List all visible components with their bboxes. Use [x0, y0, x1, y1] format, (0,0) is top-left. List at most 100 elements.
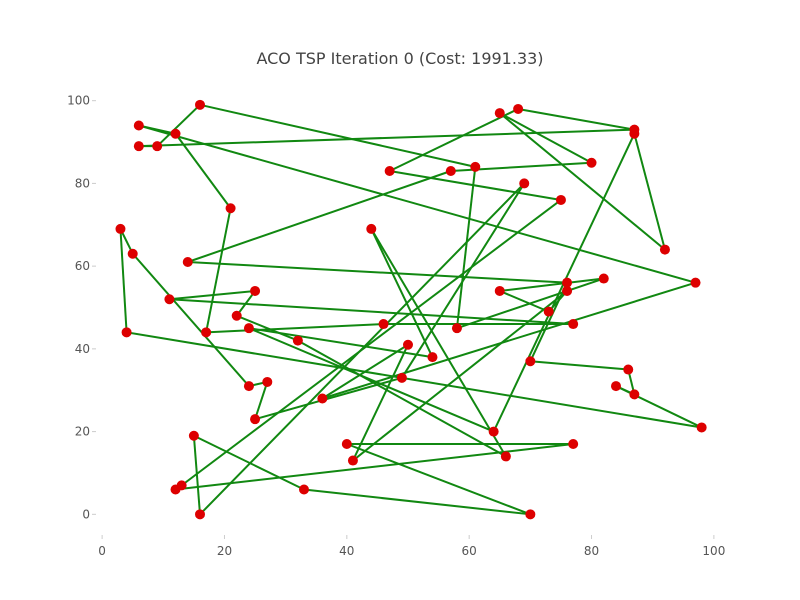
city-point-22 [696, 422, 707, 433]
y-tick-label-0: 0 [82, 507, 90, 521]
route-segment-22 [530, 360, 629, 371]
city-point-17 [659, 244, 670, 255]
city-point-35 [513, 103, 524, 114]
route-segment-2 [205, 208, 232, 333]
city-point-53 [121, 327, 132, 338]
city-point-46 [317, 393, 328, 404]
city-point-1 [225, 203, 236, 214]
city-point-23 [403, 339, 413, 350]
route-segment-46 [138, 128, 635, 148]
city-point-55 [127, 248, 138, 259]
city-point-36 [586, 157, 597, 168]
city-point-16 [170, 128, 181, 139]
city-point-2 [201, 327, 212, 338]
city-point-29 [262, 376, 273, 387]
city-point-42 [555, 194, 566, 205]
route-segment-20 [187, 261, 568, 284]
x-tick-label-5: 100 [702, 544, 725, 558]
city-point-51 [525, 509, 536, 520]
city-point-54 [115, 223, 126, 234]
route-segment-1 [174, 133, 232, 209]
city-point-15 [152, 141, 163, 152]
route-segment-8 [236, 314, 299, 342]
city-point-59 [690, 277, 701, 288]
route-segment-44 [389, 108, 519, 172]
city-point-44 [494, 285, 505, 296]
route-segment-52 [499, 277, 604, 292]
route-segment-58 [322, 281, 696, 400]
route-segment-11 [370, 228, 434, 358]
city-point-19 [611, 381, 621, 392]
route-segment-27 [119, 228, 128, 333]
route-segment-3 [206, 323, 384, 334]
city-point-25 [562, 285, 573, 296]
route-segment-36 [193, 434, 305, 491]
city-point-43 [562, 277, 573, 288]
city-point-20 [623, 364, 634, 375]
route-segment-12 [248, 327, 433, 359]
city-point-34 [494, 108, 505, 119]
x-tick-label-3: 60 [462, 544, 477, 558]
city-point-12 [164, 294, 175, 305]
city-point-40 [470, 161, 481, 172]
route-segment-10 [370, 228, 507, 457]
city-point-33 [629, 128, 640, 139]
x-tick-label-1: 20 [217, 544, 232, 558]
route-segment-42 [181, 199, 562, 487]
route-segment-48 [156, 104, 201, 147]
city-point-58 [451, 323, 462, 334]
city-point-8 [488, 426, 499, 437]
city-point-10 [427, 352, 438, 363]
city-point-38 [384, 166, 395, 176]
route-segment-56 [352, 344, 409, 461]
city-point-45 [396, 372, 407, 383]
route-segment-13 [248, 327, 495, 433]
route-segment-55 [352, 290, 568, 462]
route-segment-16 [499, 112, 666, 251]
route-segment-57 [321, 343, 409, 400]
x-tick-label-0: 0 [98, 544, 106, 558]
route-segment-40 [175, 443, 574, 491]
city-point-0 [133, 120, 144, 131]
x-tick-label-2: 40 [339, 544, 354, 558]
route-segment-7 [235, 290, 256, 317]
route-segment-45 [517, 107, 635, 131]
route-segment-15 [633, 133, 666, 250]
city-point-56 [231, 310, 242, 321]
city-point-48 [347, 455, 358, 466]
route-segment-37 [303, 488, 531, 516]
route-segment-50 [455, 166, 477, 329]
city-point-7 [341, 439, 352, 449]
y-tick-label-1: 20 [75, 425, 90, 439]
city-point-31 [598, 273, 609, 284]
city-point-13 [568, 319, 579, 330]
route-segment-59 [138, 124, 696, 284]
axes: 0 20 40 60 80 100 0 20 40 60 80 100 [67, 94, 725, 558]
route-segment-6 [169, 289, 256, 301]
city-point-18 [525, 356, 536, 367]
route-segment-19 [187, 170, 452, 263]
city-point-30 [182, 257, 193, 267]
city-point-4 [366, 223, 377, 234]
route-segment-5 [169, 298, 574, 326]
route-segment-53 [499, 290, 550, 313]
y-tick-label-2: 40 [75, 342, 90, 356]
city-point-37 [445, 166, 456, 176]
city-point-11 [250, 285, 261, 296]
y-tick-label-3: 60 [75, 259, 90, 273]
chart-title: ACO TSP Iteration 0 (Cost: 1991.33) [256, 49, 543, 68]
city-point-57 [243, 323, 254, 334]
city-point-3 [292, 335, 303, 346]
city-point-41 [519, 178, 530, 189]
city-point-9 [378, 319, 389, 330]
city-point-14 [133, 141, 144, 152]
city-point-21 [629, 389, 640, 400]
city-point-50 [188, 430, 199, 441]
city-point-6 [568, 439, 579, 449]
y-tick-label-4: 80 [75, 176, 90, 190]
city-point-28 [243, 381, 254, 392]
route-segment-9 [297, 339, 507, 458]
route-segment-31 [254, 381, 269, 420]
city-points [115, 99, 707, 520]
